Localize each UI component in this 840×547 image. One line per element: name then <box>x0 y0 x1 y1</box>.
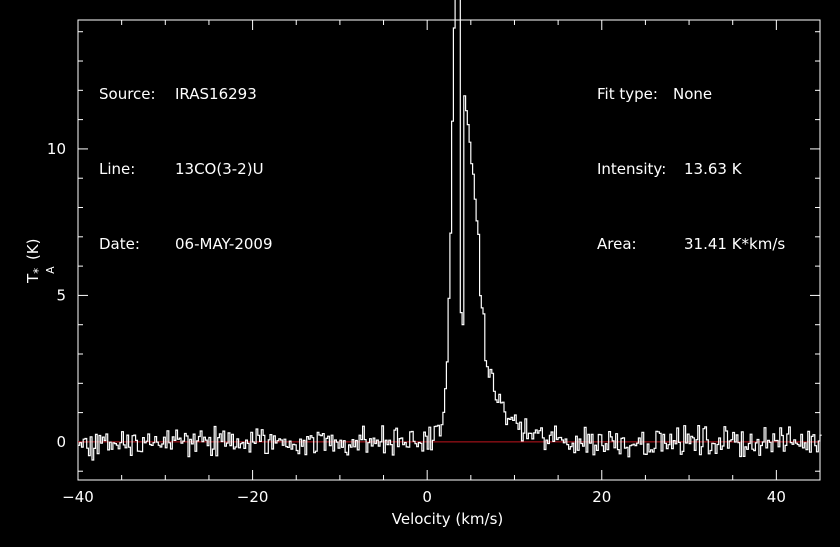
x-tick-label: 0 <box>422 488 432 506</box>
date-label: Date: <box>99 235 140 253</box>
x-tick-label: 40 <box>767 488 786 506</box>
y-tick-label: 10 <box>47 140 66 158</box>
intensity-value: 13.63 K <box>684 160 742 178</box>
area-label: Area: <box>597 235 637 253</box>
x-tick-label: −20 <box>237 488 269 506</box>
x-tick-label: −40 <box>62 488 94 506</box>
plot-frame <box>77 19 821 481</box>
y-tick-label: 0 <box>56 433 66 451</box>
source-label: Source: <box>99 85 156 103</box>
y-axis-label-unit: (K) <box>24 238 42 261</box>
y-tick-label: 5 <box>56 286 66 304</box>
date-value: 06-MAY-2009 <box>175 235 273 253</box>
fit-row: Fit type: None <box>597 82 785 107</box>
x-axis-label-text: Velocity (km/s) <box>391 510 504 528</box>
x-axis-label: Velocity (km/s) <box>0 510 840 528</box>
date-row: Date: 06-MAY-2009 <box>99 232 273 257</box>
x-tick-label: 20 <box>592 488 611 506</box>
line-value: 13CO(3-2)U <box>175 160 264 178</box>
header-right: Fit type: None Intensity: 13.63 K Area: 31.… <box>597 32 785 282</box>
line-label: Line: <box>99 160 136 178</box>
line-row: Line: 13CO(3-2)U <box>99 157 273 182</box>
fit-label: Fit type: <box>597 85 658 103</box>
area-row: Area: 31.41 K*km/s <box>597 232 785 257</box>
y-axis-label-sub: A <box>44 266 57 274</box>
spectrum-series-line <box>78 0 822 461</box>
y-axis-label: T * A (K) <box>24 238 57 284</box>
header-left: Source: IRAS16293 Line: 13CO(3-2)U Date: 06… <box>99 32 273 282</box>
source-value: IRAS16293 <box>175 85 257 103</box>
y-axis-label-symbol: T <box>24 273 42 283</box>
fit-value: None <box>673 85 713 103</box>
y-axis-label-sup: * <box>31 267 45 274</box>
intensity-row: Intensity: 13.63 K <box>597 157 785 182</box>
source-row: Source: IRAS16293 <box>99 82 273 107</box>
area-value: 31.41 K*km/s <box>684 235 786 253</box>
intensity-label: Intensity: <box>597 160 667 178</box>
